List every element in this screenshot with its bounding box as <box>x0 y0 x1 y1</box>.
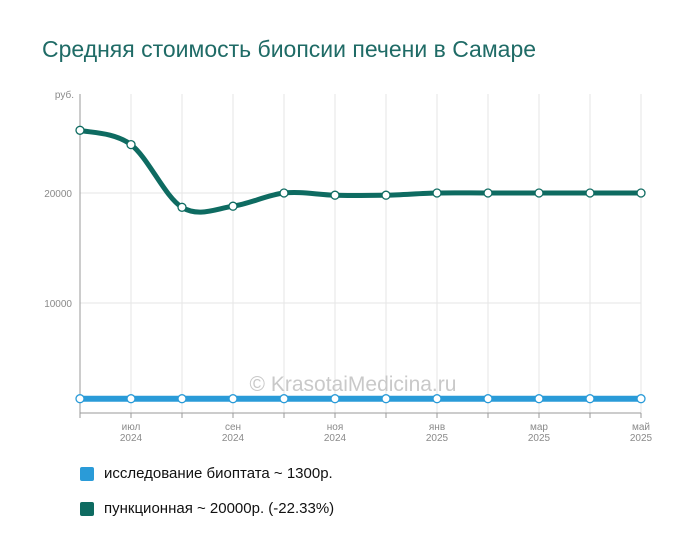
y-tick-label: 10000 <box>44 299 72 310</box>
chart-title: Средняя стоимость биопсии печени в Самар… <box>42 36 537 62</box>
data-point <box>432 394 442 404</box>
y-axis-label: руб. <box>55 89 74 101</box>
x-tick-label-year: 2024 <box>120 433 143 444</box>
axes: 1000020000руб.июл2024сен2024ноя2024янв20… <box>44 89 652 444</box>
data-point <box>279 188 289 198</box>
y-tick-label: 20000 <box>44 189 72 200</box>
x-tick-label-year: 2025 <box>426 433 449 444</box>
data-point <box>534 394 544 404</box>
data-point <box>636 188 646 198</box>
legend-label-biopsy-study: исследование биоптата ~ 1300р. <box>104 465 333 482</box>
data-point <box>228 201 238 211</box>
data-point <box>534 188 544 198</box>
data-point <box>75 394 85 404</box>
data-point <box>75 125 85 135</box>
data-point <box>279 394 289 404</box>
x-tick-label-year: 2025 <box>630 433 653 444</box>
legend-swatch-puncture <box>80 502 94 516</box>
series <box>77 127 644 402</box>
x-tick-label-month: янв <box>429 422 445 433</box>
data-point <box>381 394 391 404</box>
watermark: © KrasotaiMedicina.ru <box>250 373 457 396</box>
legend-label-puncture: пункционная ~ 20000р. (-22.33%) <box>104 500 335 517</box>
legend-swatch-biopsy-study <box>80 467 94 481</box>
data-point <box>636 394 646 404</box>
x-tick-label-month: мар <box>530 422 548 433</box>
x-tick-label-month: май <box>632 422 650 433</box>
x-tick-label-year: 2024 <box>222 433 245 444</box>
data-points <box>75 125 646 404</box>
data-point <box>177 394 187 404</box>
x-tick-label-year: 2025 <box>528 433 551 444</box>
data-point <box>330 394 340 404</box>
data-point <box>126 139 136 150</box>
data-point <box>126 394 136 404</box>
x-tick-label-month: ноя <box>327 422 344 433</box>
data-point <box>228 394 238 404</box>
data-point <box>177 202 187 212</box>
series-line-1 <box>77 127 644 215</box>
data-point <box>585 394 595 404</box>
data-point <box>483 188 493 198</box>
data-point <box>483 394 493 404</box>
grid <box>79 94 642 413</box>
x-tick-label-month: июл <box>122 422 141 433</box>
x-tick-label-month: сен <box>225 422 241 433</box>
data-point <box>381 190 391 200</box>
data-point <box>585 188 595 198</box>
data-point <box>330 190 340 200</box>
data-point <box>432 188 442 198</box>
x-tick-label-year: 2024 <box>324 433 347 444</box>
